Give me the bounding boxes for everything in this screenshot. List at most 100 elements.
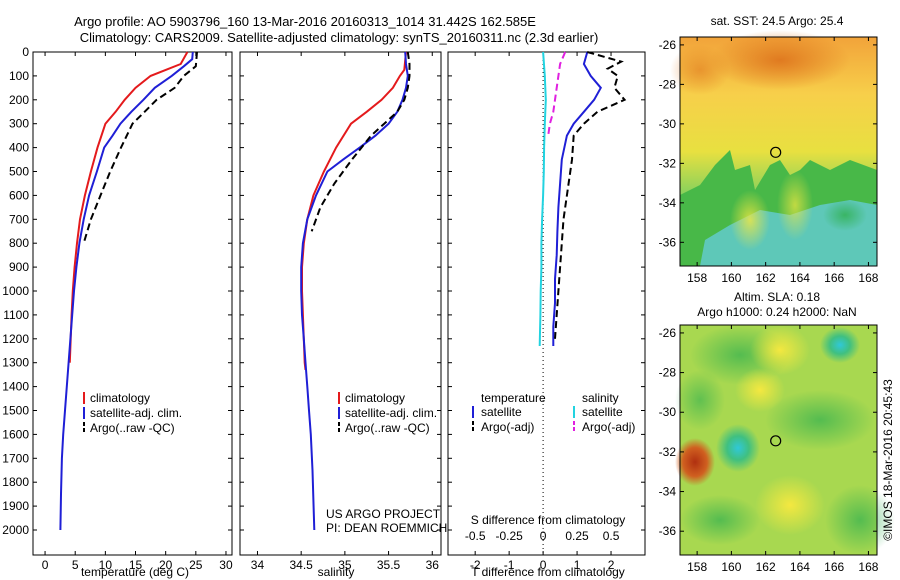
depth-tick-label: 600 (9, 188, 29, 202)
map-y-tick-label: -32 (659, 156, 677, 170)
map-y-tick-label: -26 (659, 38, 677, 52)
x-tick-label: 34 (251, 558, 265, 572)
salinity-plot: 34 34.5 35 35.5 36 (240, 51, 441, 572)
salinity-axis-label: salinity (318, 565, 355, 579)
sst-map-title: sat. SST: 24.5 Argo: 25.4 (711, 14, 844, 28)
series-line (301, 51, 407, 371)
series-line (310, 51, 411, 232)
legend-header-salinity: salinity (582, 391, 619, 405)
map-x-tick-label: 168 (858, 271, 878, 285)
difference-top-axis-label: S difference from climatology (471, 513, 626, 527)
depth-tick-label: 200 (9, 93, 29, 107)
legend-label-s-argo: Argo(-adj) (582, 420, 635, 434)
top-x-tick-label: -0.5 (465, 529, 486, 543)
sst-yellow-intrusion (777, 170, 813, 240)
depth-tick-label: 300 (9, 117, 29, 131)
depth-tick-label: 100 (9, 69, 29, 83)
depth-tick-label: 1900 (2, 499, 29, 513)
depth-tick-label: 2000 (2, 523, 29, 537)
legend-label-argo: Argo(..raw -QC) (345, 421, 430, 435)
depth-tick-label: 400 (9, 141, 29, 155)
sla-green-patch (680, 495, 760, 545)
legend-label-climatology: climatology (90, 391, 150, 405)
sla-yellow-patch (750, 325, 810, 375)
series-line (82, 51, 198, 244)
series-line (68, 51, 189, 363)
difference-axis-label: T difference from climatology (471, 565, 625, 579)
x-tick-label: 0 (540, 558, 547, 572)
depth-tick-label: 1500 (2, 404, 29, 418)
series-line (538, 51, 547, 347)
sst-map-frame (679, 36, 878, 267)
legend-label-argo: Argo(..raw -QC) (90, 421, 175, 435)
x-tick-label: 35.5 (377, 558, 401, 572)
sst-map-axes: 158 160 162 164 166 168 -26 -28 -30 -32 -34 -36 (659, 37, 879, 285)
map-y-tick-label: -34 (659, 485, 677, 499)
sla-green-patch (765, 390, 875, 450)
depth-tick-label: 1400 (2, 380, 29, 394)
sla-low-anomaly (716, 424, 760, 472)
map-y-tick-label: -30 (659, 117, 677, 131)
map-y-tick-label: -36 (659, 235, 677, 249)
x-tick-label: 2 (608, 558, 615, 572)
legend-label-t-argo: Argo(-adj) (481, 420, 534, 434)
figure-title-line1: Argo profile: AO 5903796_160 13-Mar-2016… (74, 14, 536, 29)
project-line1: US ARGO PROJECT (326, 507, 441, 521)
difference-legend: temperature salinity satellite Argo(-adj… (472, 391, 635, 434)
x-tick-label: 5 (72, 558, 79, 572)
map-y-tick-label: -28 (659, 366, 677, 380)
salinity-panel-frame (239, 51, 442, 556)
map-x-tick-label: 160 (721, 560, 741, 574)
x-tick-label: 36 (426, 558, 440, 572)
map-y-tick-label: -32 (659, 445, 677, 459)
depth-tick-label: 1800 (2, 475, 29, 489)
temperature-legend: climatology satellite-adj. clim. Argo(..… (83, 391, 182, 435)
map-x-tick-label: 164 (790, 271, 810, 285)
sst-yellow-intrusion (730, 190, 770, 250)
depth-tick-label: 1000 (2, 284, 29, 298)
map-x-tick-label: 162 (756, 271, 776, 285)
depth-tick-label: 1100 (3, 308, 29, 322)
x-tick-label: 10 (99, 558, 113, 572)
temperature-plot: 0100200300400500600700800900100011001200… (2, 45, 233, 572)
salinity-legend: climatology satellite-adj. clim. Argo(..… (338, 391, 437, 435)
map-y-tick-label: -26 (659, 326, 677, 340)
sla-green-patch (675, 370, 725, 430)
depth-tick-label: 1300 (2, 356, 29, 370)
sst-map (670, 30, 878, 267)
temperature-axis-label: temperature (deg C) (81, 565, 189, 579)
depth-tick-label: 500 (9, 165, 29, 179)
top-x-tick-label: -0.25 (495, 529, 523, 543)
series-line (552, 51, 603, 346)
depth-tick-label: 900 (9, 260, 29, 274)
depth-tick-label: 0 (22, 45, 29, 59)
x-tick-label: -2 (470, 558, 481, 572)
map-x-tick-label: 160 (721, 271, 741, 285)
map-y-tick-label: -34 (659, 196, 677, 210)
legend-label-satellite: satellite-adj. clim. (345, 406, 437, 420)
depth-tick-label: 700 (9, 212, 29, 226)
x-tick-label: 35 (338, 558, 352, 572)
map-x-tick-label: 162 (756, 560, 776, 574)
sst-warm-patch (670, 45, 730, 95)
sla-map-axes: 158 160 162 164 166 168 -26 -28 -30 -32 -34 -36 (659, 325, 879, 574)
x-tick-label: 1 (574, 558, 581, 572)
map-x-tick-label: 168 (858, 560, 878, 574)
x-tick-label: 15 (129, 558, 143, 572)
x-tick-label: 30 (219, 558, 233, 572)
depth-tick-label: 1200 (2, 332, 29, 346)
legend-label-t-satellite: satellite (481, 405, 522, 419)
map-x-tick-label: 164 (790, 560, 810, 574)
sla-yellow-patch (755, 475, 825, 535)
sla-map (675, 324, 895, 556)
depth-tick-label: 1700 (2, 451, 29, 465)
map-x-tick-label: 166 (824, 271, 844, 285)
sla-yellow-patch (735, 368, 785, 412)
sla-map-title: Altim. SLA: 0.18 (734, 290, 820, 304)
map-x-tick-label: 166 (824, 560, 844, 574)
series-line (300, 51, 409, 531)
x-tick-label: 34.5 (289, 558, 313, 572)
sla-high-anomaly (675, 438, 715, 486)
x-tick-label: 25 (189, 558, 203, 572)
